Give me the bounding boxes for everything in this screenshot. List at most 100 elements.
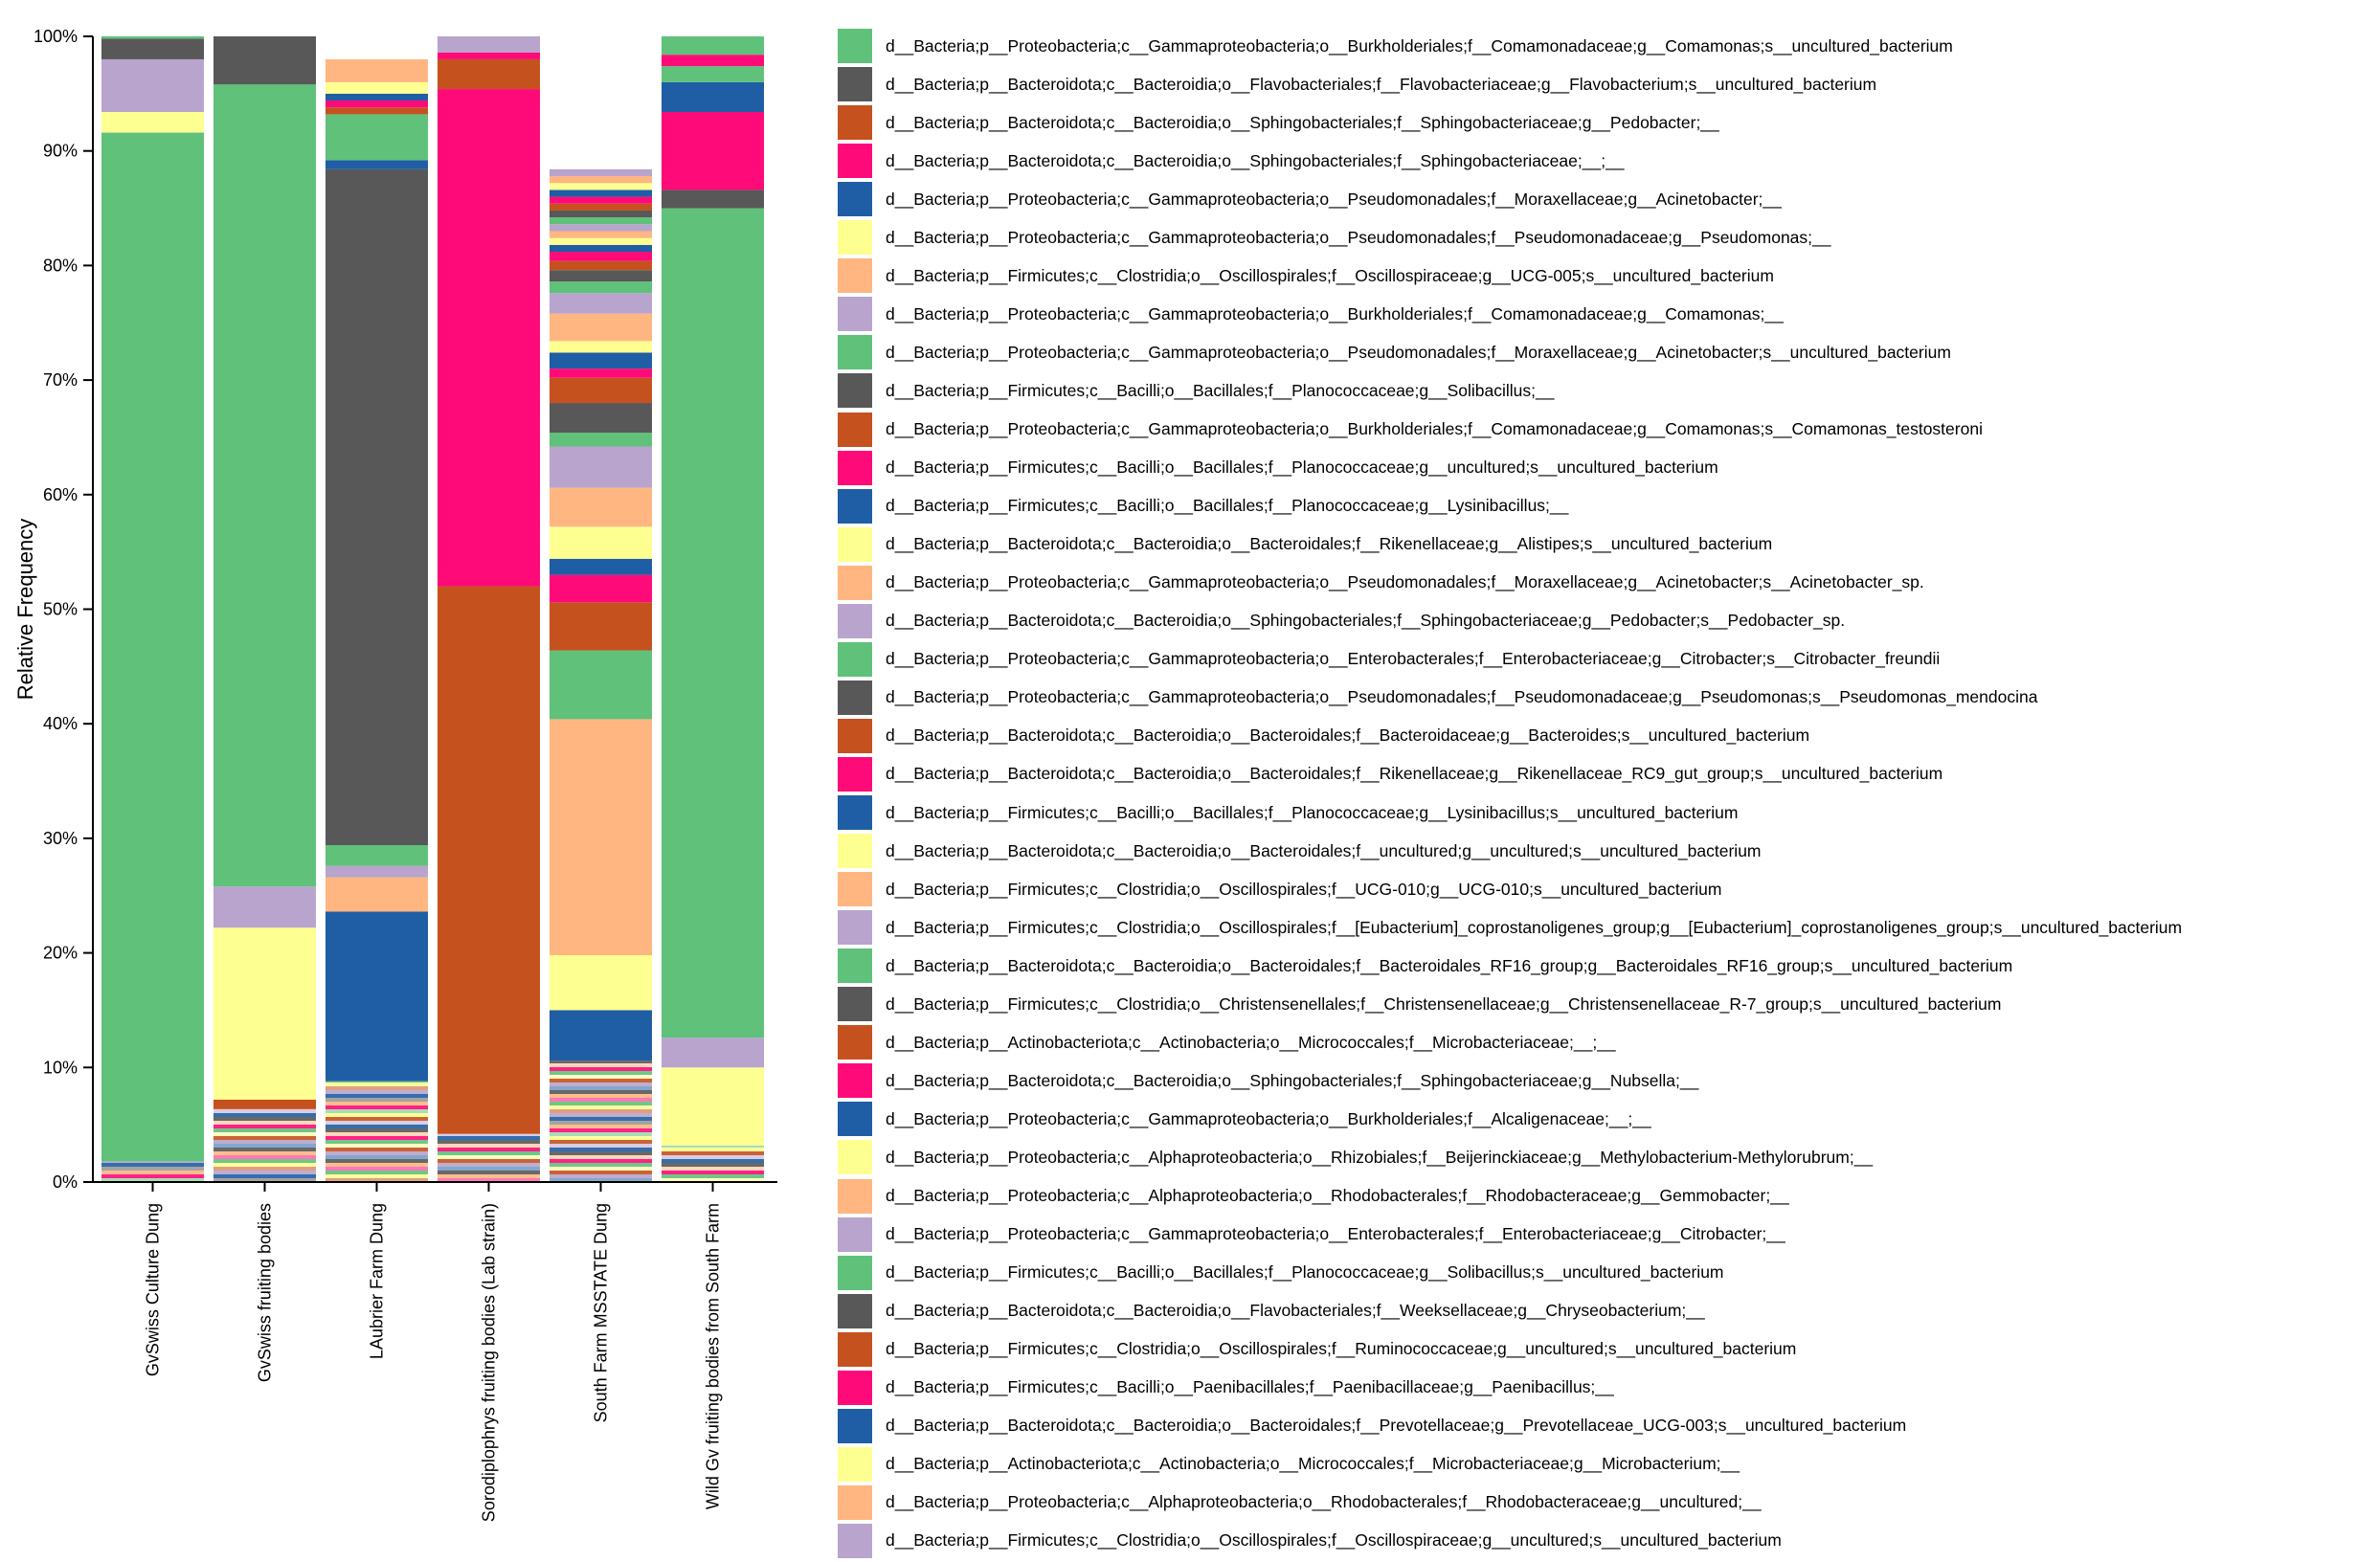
low-abundance-stripe <box>326 1159 428 1163</box>
bar-segment <box>662 112 764 190</box>
low-abundance-stripe <box>550 1117 652 1121</box>
bar-segment <box>326 107 428 115</box>
low-abundance-stripe <box>550 1113 652 1117</box>
legend-swatch <box>838 29 872 63</box>
bar-segment <box>550 293 652 314</box>
bar-segment <box>101 38 204 59</box>
legend-item: d__Bacteria;p__Actinobacteriota;c__Actin… <box>838 1025 1616 1060</box>
legend-swatch <box>838 910 872 946</box>
legend-swatch <box>838 105 872 141</box>
bar-segment <box>550 558 652 575</box>
low-abundance-stripe <box>101 1171 204 1174</box>
bars-layer <box>101 36 764 1182</box>
legend-label: d__Bacteria;p__Bacteroidota;c__Bacteroid… <box>886 764 1943 784</box>
low-abundance-stripe <box>550 1151 652 1155</box>
legend-label: d__Bacteria;p__Proteobacteria;c__Gammapr… <box>886 227 1831 247</box>
y-tick-label: 70% <box>43 370 78 390</box>
legend-item: d__Bacteria;p__Firmicutes;c__Bacilli;o__… <box>838 795 1738 830</box>
legend-item: d__Bacteria;p__Bacteroidota;c__Bacteroid… <box>838 1408 1906 1443</box>
legend-swatch <box>838 1025 872 1060</box>
legend-item: d__Bacteria;p__Bacteroidota;c__Bacteroid… <box>838 834 1762 869</box>
legend-swatch <box>838 834 872 869</box>
low-abundance-stripe <box>550 1060 652 1063</box>
low-abundance-stripe <box>326 1113 428 1117</box>
legend-swatch <box>838 488 872 524</box>
legend-label: d__Bacteria;p__Proteobacteria;c__Gammapr… <box>886 687 2038 707</box>
legend-item: d__Bacteria;p__Bacteroidota;c__Bacteroid… <box>838 756 1943 792</box>
legend-label: d__Bacteria;p__Proteobacteria;c__Alphapr… <box>886 1492 1762 1512</box>
low-abundance-stripe <box>550 1163 652 1167</box>
low-abundance-stripe <box>326 1155 428 1159</box>
low-abundance-stripe <box>550 1128 652 1132</box>
bar-segment <box>326 93 428 101</box>
low-abundance-stripe <box>326 1178 428 1182</box>
low-abundance-stripe <box>550 1063 652 1067</box>
bar-segment <box>213 36 316 85</box>
legend-label: d__Bacteria;p__Bacteroidota;c__Bacteroid… <box>886 955 2013 975</box>
low-abundance-stripe <box>550 1079 652 1082</box>
y-tick-label: 50% <box>43 600 78 619</box>
legend-item: d__Bacteria;p__Bacteroidota;c__Bacteroid… <box>838 1063 1698 1099</box>
bar-segment <box>662 81 764 113</box>
low-abundance-stripe <box>326 1082 428 1086</box>
low-abundance-stripe <box>550 1155 652 1159</box>
low-abundance-stripe <box>662 1163 764 1167</box>
low-abundance-stripe <box>438 1148 540 1151</box>
legend-label: d__Bacteria;p__Proteobacteria;c__Gammapr… <box>886 342 1951 362</box>
bar-segment <box>550 650 652 720</box>
low-abundance-stripe <box>550 1075 652 1079</box>
low-abundance-stripe <box>438 1163 540 1167</box>
legend-swatch <box>838 1178 872 1214</box>
low-abundance-stripe <box>101 1174 204 1178</box>
legend-label: d__Bacteria;p__Firmicutes;c__Clostridia;… <box>886 879 1722 899</box>
low-abundance-stripe <box>326 1140 428 1144</box>
bar-segment <box>662 1067 764 1146</box>
low-abundance-stripe <box>550 1174 652 1178</box>
legend-item: d__Bacteria;p__Proteobacteria;c__Gammapr… <box>838 182 1782 217</box>
legend-swatch <box>838 641 872 677</box>
legend-swatch <box>838 756 872 792</box>
low-abundance-stripe <box>326 1125 428 1128</box>
low-abundance-stripe <box>662 1159 764 1163</box>
legend-swatch <box>838 1216 872 1252</box>
legend-swatch <box>838 1446 872 1482</box>
x-tick-label: GvSwiss Culture Dung <box>144 1203 163 1376</box>
legend-swatch <box>838 335 872 370</box>
legend-swatch <box>838 220 872 256</box>
y-tick-label: 40% <box>43 714 78 733</box>
bar-segment <box>662 208 764 1038</box>
legend-item: d__Bacteria;p__Firmicutes;c__Clostridia;… <box>838 1331 1797 1367</box>
low-abundance-stripe <box>213 1144 316 1148</box>
bar-segment <box>550 237 652 245</box>
low-abundance-stripe <box>438 1178 540 1182</box>
legend-item: d__Bacteria;p__Firmicutes;c__Clostridia;… <box>838 872 1722 907</box>
low-abundance-stripe <box>438 1174 540 1178</box>
low-abundance-stripe <box>550 1094 652 1098</box>
legend-label: d__Bacteria;p__Bacteroidota;c__Bacteroid… <box>886 74 1877 94</box>
low-abundance-stripe <box>326 1144 428 1148</box>
low-abundance-stripe <box>326 1109 428 1113</box>
legend-label: d__Bacteria;p__Firmicutes;c__Bacilli;o__… <box>886 802 1739 822</box>
bar-segment <box>550 954 652 1011</box>
low-abundance-stripe <box>662 1155 764 1159</box>
bar-segment <box>326 100 428 108</box>
legend-swatch <box>838 565 872 600</box>
bar-segment <box>662 36 764 56</box>
bar-segment <box>101 132 204 1162</box>
bar-segment <box>438 58 540 90</box>
y-axis-title: Relative Frequency <box>13 519 37 701</box>
bar-segment <box>550 224 652 232</box>
legend-label: d__Bacteria;p__Firmicutes;c__Clostridia;… <box>886 1339 1797 1359</box>
legend-label: d__Bacteria;p__Bacteroidota;c__Bacteroid… <box>886 840 1762 860</box>
bar-segment <box>662 190 764 209</box>
legend-item: d__Bacteria;p__Firmicutes;c__Bacilli;o__… <box>838 488 1568 524</box>
y-tick-label: 80% <box>43 256 78 275</box>
bar-segment <box>550 446 652 488</box>
low-abundance-stripe <box>213 1109 316 1113</box>
low-abundance-stripe <box>213 1171 316 1174</box>
x-tick-label: South Farm MSSTATE Dung <box>592 1203 611 1422</box>
legend-item: d__Bacteria;p__Proteobacteria;c__Gammapr… <box>838 565 1924 600</box>
low-abundance-stripe <box>213 1151 316 1155</box>
legend-label: d__Bacteria;p__Bacteroidota;c__Bacteroid… <box>886 534 1773 554</box>
legend-label: d__Bacteria;p__Bacteroidota;c__Bacteroid… <box>886 611 1846 631</box>
